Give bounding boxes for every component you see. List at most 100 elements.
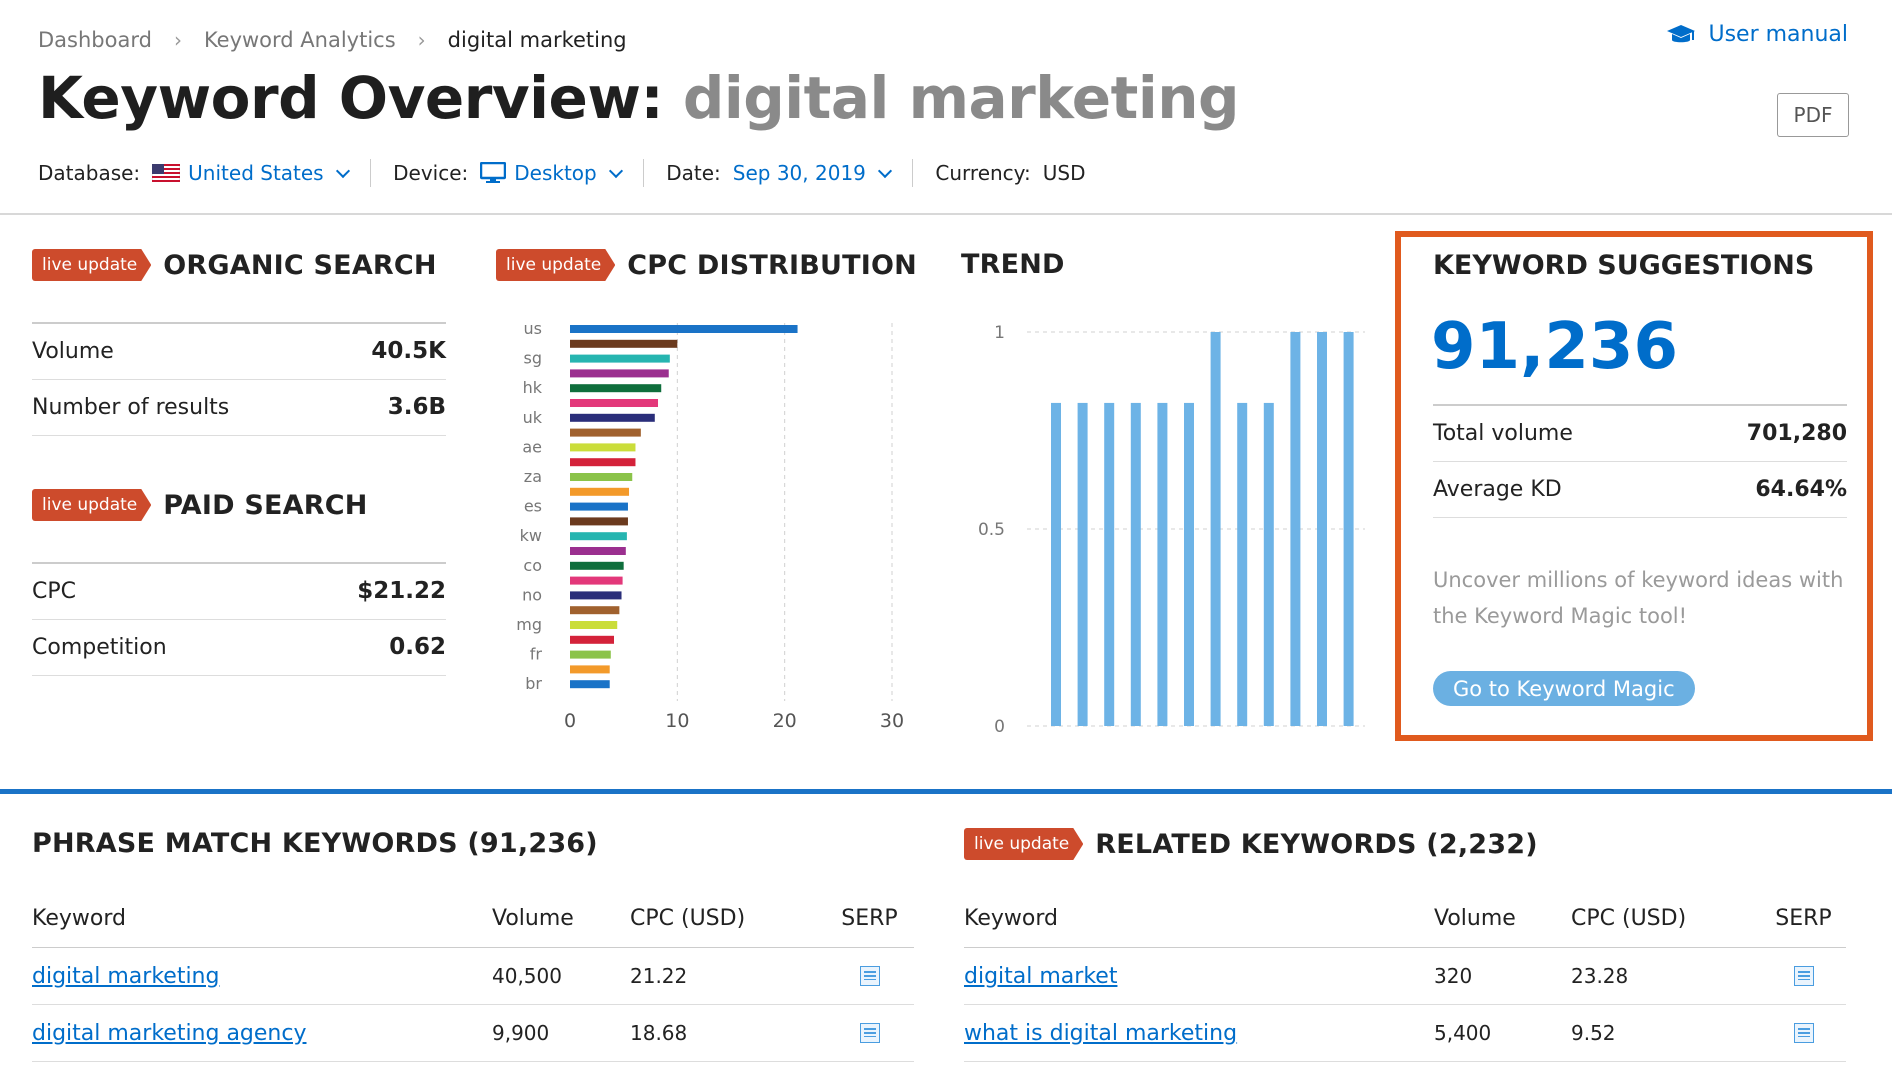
cpc-bar[interactable] [570, 517, 628, 526]
suggestions-metrics: Total volume 701,280 Average KD 64.64% [1433, 404, 1847, 518]
trend-bar[interactable] [1051, 402, 1061, 726]
related-keywords-title: RELATED KEYWORDS (2,232) [1095, 828, 1538, 860]
metric-value: $21.22 [357, 578, 446, 604]
chevron-right-icon: › [173, 28, 182, 52]
x-tick-label: 10 [665, 710, 689, 732]
cpc-bar[interactable] [570, 502, 628, 511]
cpc-bar[interactable] [570, 369, 669, 378]
metric-value: 701,280 [1746, 420, 1847, 446]
live-update-badge: live update [32, 249, 151, 281]
trend-bar[interactable] [1263, 402, 1274, 726]
go-to-keyword-magic-button[interactable]: Go to Keyword Magic [1433, 671, 1695, 706]
user-manual-link[interactable]: User manual [1666, 22, 1848, 47]
trend-chart: 10.50 [978, 323, 1365, 737]
trend-bar[interactable] [1237, 402, 1248, 726]
serp-icon[interactable] [1793, 1023, 1814, 1043]
cpc-bar[interactable] [570, 443, 636, 452]
keyword-link[interactable]: digital market [964, 963, 1118, 989]
cpc-bar[interactable] [570, 458, 636, 467]
trend-bar[interactable] [1184, 402, 1194, 726]
cpc-bar[interactable] [570, 413, 655, 422]
cpc-bar[interactable] [570, 606, 620, 615]
x-tick-label: 30 [880, 710, 904, 732]
column-header-volume[interactable]: Volume [1434, 905, 1516, 931]
country-label: sg [524, 349, 543, 368]
section-divider [0, 789, 1892, 794]
cpc-distribution-header: live update CPC DISTRIBUTION [496, 249, 917, 281]
device-value: Desktop [514, 161, 597, 185]
live-update-badge: live update [964, 828, 1083, 860]
serp-icon[interactable] [859, 966, 880, 986]
country-label: mg [516, 615, 542, 634]
keyword-link[interactable]: what is digital marketing [964, 1020, 1238, 1046]
serp-icon[interactable] [859, 1023, 880, 1043]
chevron-right-icon: › [417, 28, 426, 52]
country-label: es [524, 497, 542, 516]
pdf-button[interactable]: PDF [1777, 93, 1849, 137]
column-header-keyword[interactable]: Keyword [964, 905, 1058, 931]
chevron-down-icon [877, 163, 892, 178]
breadcrumb-keyword-analytics[interactable]: Keyword Analytics [203, 28, 396, 52]
trend-bar[interactable] [1130, 402, 1141, 726]
date-label: Date: [666, 161, 721, 185]
us-flag-icon [152, 164, 181, 182]
cpc-cell: 23.28 [1571, 964, 1629, 988]
organic-search-header: live update ORGANIC SEARCH [32, 249, 437, 281]
x-tick-label: 20 [773, 710, 797, 732]
trend-bar[interactable] [1157, 402, 1168, 726]
cpc-bar[interactable] [570, 576, 623, 585]
column-header-volume[interactable]: Volume [492, 905, 574, 931]
trend-bar[interactable] [1077, 402, 1088, 726]
metric-value: 0.62 [389, 634, 446, 660]
graduation-cap-icon [1667, 24, 1696, 42]
cpc-bar[interactable] [570, 547, 626, 555]
cpc-bar[interactable] [570, 339, 678, 348]
cpc-bar[interactable] [570, 665, 610, 674]
database-label: Database: [38, 161, 141, 185]
keyword-suggestions-count[interactable]: 91,236 [1431, 310, 1678, 384]
device-select[interactable]: Desktop [480, 161, 623, 185]
cpc-bar[interactable] [570, 532, 627, 541]
divider [911, 159, 914, 187]
header-divider [0, 213, 1892, 215]
suggestions-description: Uncover millions of keyword ideas with t… [1433, 568, 1844, 628]
cpc-bar[interactable] [570, 591, 622, 600]
page-title: Keyword Overview: digital marketing [38, 64, 1240, 132]
cpc-bar[interactable] [570, 399, 659, 407]
country-label: br [525, 674, 542, 693]
keyword-link[interactable]: digital marketing agency [32, 1020, 307, 1046]
database-select[interactable]: United States [152, 161, 350, 185]
cpc-bar[interactable] [570, 650, 611, 659]
trend-bar[interactable] [1210, 332, 1221, 726]
trend-bar[interactable] [1104, 402, 1115, 726]
cpc-bar[interactable] [570, 384, 662, 393]
keyword-link[interactable]: digital marketing [32, 963, 220, 989]
column-header-keyword[interactable]: Keyword [32, 905, 126, 931]
volume-cell: 5,400 [1434, 1021, 1492, 1045]
country-label: za [524, 467, 542, 486]
column-header-serp: SERP [1775, 905, 1832, 931]
cpc-bar[interactable] [570, 354, 670, 363]
column-header-cpc[interactable]: CPC (USD) [630, 905, 746, 931]
column-header-cpc[interactable]: CPC (USD) [1571, 905, 1687, 931]
metric-label: Number of results [32, 394, 230, 420]
date-select[interactable]: Sep 30, 2019 [733, 161, 892, 185]
cpc-bar[interactable] [570, 487, 630, 496]
breadcrumb-current: digital marketing [447, 28, 627, 52]
breadcrumb-dashboard[interactable]: Dashboard [38, 28, 152, 52]
table-header: Keyword Volume CPC (USD) SERP [32, 889, 914, 948]
cpc-cell: 18.68 [630, 1021, 688, 1045]
cpc-bar[interactable] [570, 561, 624, 570]
cpc-bar[interactable] [570, 473, 633, 481]
cpc-bar[interactable] [570, 635, 615, 644]
metric-label: Competition [32, 634, 167, 660]
cpc-bar[interactable] [570, 428, 641, 437]
serp-icon[interactable] [1793, 966, 1814, 986]
trend-bar[interactable] [1343, 332, 1354, 726]
cpc-bar[interactable] [570, 325, 798, 333]
trend-bar[interactable] [1317, 332, 1327, 726]
cpc-bar[interactable] [570, 680, 610, 689]
trend-bar[interactable] [1290, 332, 1301, 726]
cpc-bar[interactable] [570, 621, 618, 629]
y-tick-label: 0.5 [978, 520, 1005, 540]
